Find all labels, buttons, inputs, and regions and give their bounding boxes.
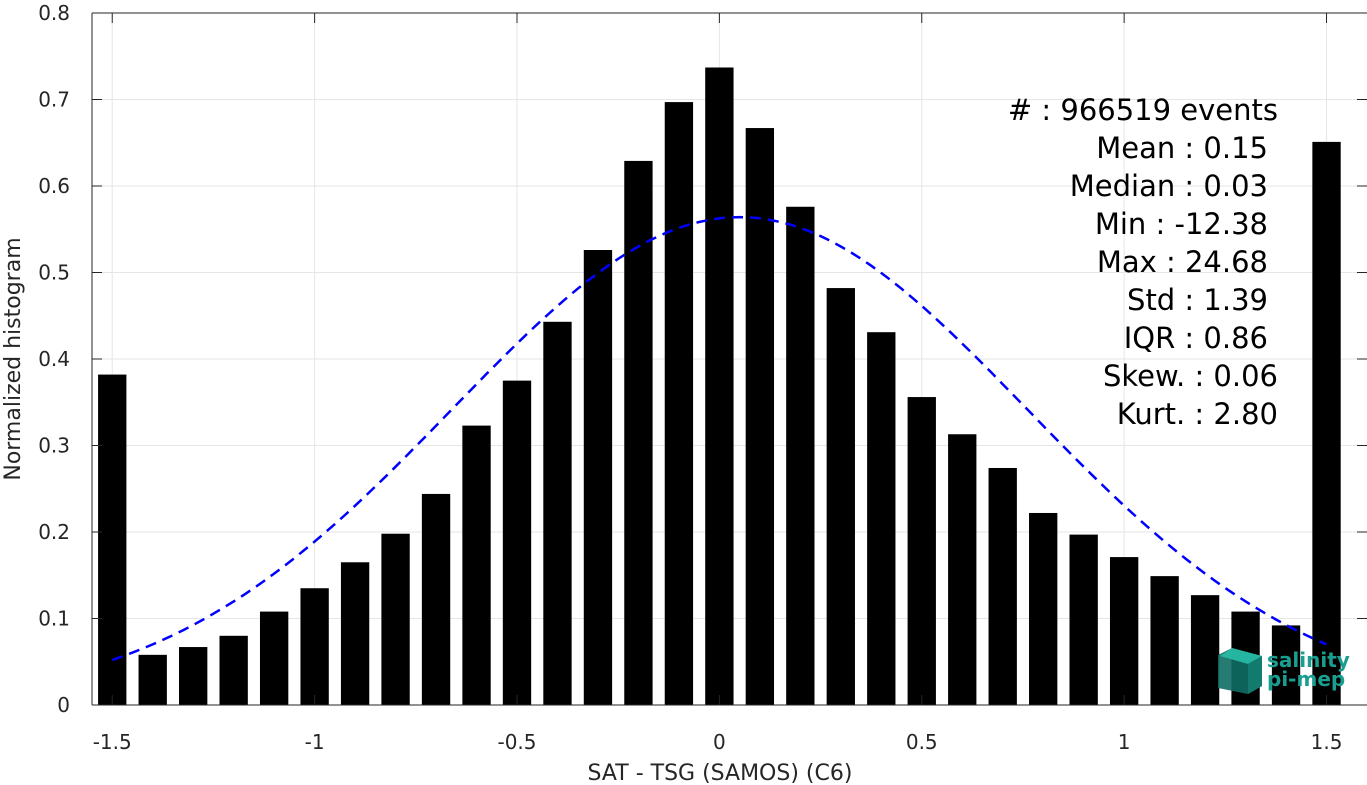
y-tick-label: 0.1 xyxy=(38,607,70,631)
y-tick-label: 0 xyxy=(57,693,70,717)
salinity-pi-mep-logo: salinity pi-mep xyxy=(1218,648,1350,694)
histogram-bar xyxy=(300,588,329,705)
histogram-bar xyxy=(1271,625,1301,705)
stat-skew: Skew. : 0.06 xyxy=(1103,359,1278,393)
histogram-bar xyxy=(664,102,694,706)
bars xyxy=(98,67,1341,706)
histogram-bar xyxy=(1312,141,1341,705)
histogram-bar xyxy=(259,611,289,705)
x-tick-label: -0.5 xyxy=(497,730,536,754)
y-tick-label: 0.8 xyxy=(38,1,70,25)
histogram-bar xyxy=(907,397,936,705)
x-axis-label: SAT - TSG (SAMOS) (C6) xyxy=(588,761,853,785)
gaussian-fit-curve xyxy=(111,215,1328,662)
y-tick-label: 0.6 xyxy=(38,174,70,198)
y-tick-label: 0.7 xyxy=(38,88,70,112)
histogram-bar xyxy=(543,321,572,705)
stat-iqr: IQR : 0.86 xyxy=(1124,321,1268,355)
histogram-bar xyxy=(624,160,653,706)
axes xyxy=(91,12,1367,706)
histogram-bar xyxy=(1069,534,1098,705)
histogram-bar xyxy=(583,250,613,705)
x-tick-label: 1.5 xyxy=(1311,730,1343,754)
histogram-bar xyxy=(381,533,410,705)
stat-kurt: Kurt. : 2.80 xyxy=(1117,397,1278,431)
histogram-bar xyxy=(745,128,775,706)
logo-line-2: pi-mep xyxy=(1267,667,1345,691)
x-tick-labels: -1.5 -1 -0.5 0 0.5 1 1.5 xyxy=(93,730,1343,754)
histogram-bar xyxy=(138,654,167,705)
histogram-bar xyxy=(948,434,977,705)
y-axis-label: Normalized histogram xyxy=(1,237,26,480)
y-tick-label: 0.3 xyxy=(38,434,70,458)
x-tick-label: 0.5 xyxy=(906,730,938,754)
histogram-bar xyxy=(179,647,208,705)
histogram-bar xyxy=(98,374,127,705)
stat-mean: Mean : 0.15 xyxy=(1096,131,1268,165)
histogram-bar xyxy=(867,332,896,705)
histogram-bar xyxy=(462,425,491,705)
histogram-bar xyxy=(786,206,815,705)
y-tick-label: 0.4 xyxy=(38,347,70,371)
histogram-bar xyxy=(502,380,532,705)
histogram-bar xyxy=(1190,595,1220,705)
histogram-bar xyxy=(421,493,451,705)
x-tick-label: -1 xyxy=(305,730,325,754)
histogram-bar xyxy=(219,635,248,705)
x-tick-label: -1.5 xyxy=(93,730,132,754)
logo-line-1: salinity xyxy=(1267,648,1350,672)
y-tick-labels: 0 0.1 0.2 0.3 0.4 0.5 0.6 0.7 0.8 xyxy=(38,1,70,717)
histogram-bar xyxy=(1150,576,1179,705)
histogram-bar xyxy=(988,467,1017,705)
histogram-bar xyxy=(826,288,855,705)
stat-events: # : 966519 events xyxy=(1008,93,1278,127)
histogram-bar xyxy=(1109,557,1139,705)
stat-min: Min : -12.38 xyxy=(1095,207,1268,241)
stat-median: Median : 0.03 xyxy=(1070,169,1268,203)
histogram-bar xyxy=(705,67,734,706)
histogram-bar xyxy=(1029,512,1058,705)
stat-max: Max : 24.68 xyxy=(1097,245,1268,279)
x-tick-label: 0 xyxy=(713,730,726,754)
histogram-bar xyxy=(340,562,370,705)
y-tick-label: 0.5 xyxy=(38,261,70,285)
stats-box: # : 966519 events Mean : 0.15 Median : 0… xyxy=(1008,93,1278,431)
x-tick-label: 1 xyxy=(1118,730,1131,754)
y-tick-label: 0.2 xyxy=(38,520,70,544)
stat-std: Std : 1.39 xyxy=(1127,283,1268,317)
